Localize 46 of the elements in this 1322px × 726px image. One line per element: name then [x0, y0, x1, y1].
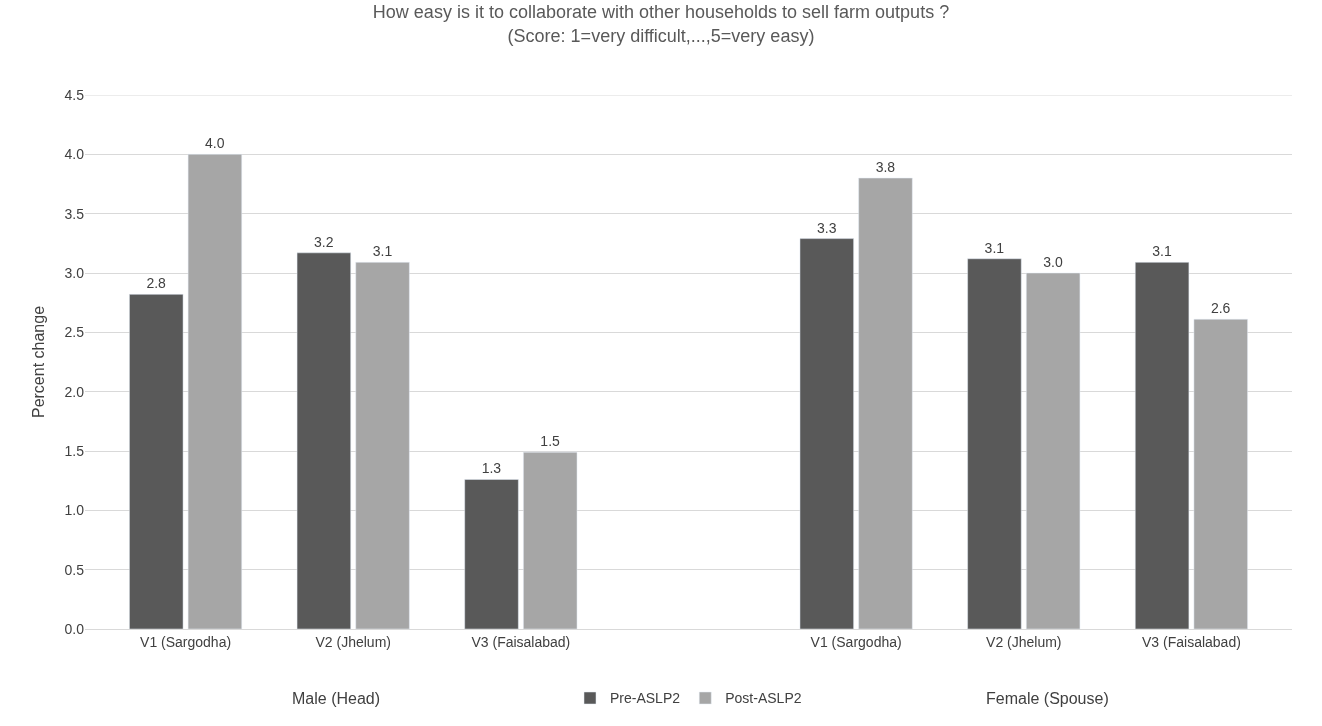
bar [464, 479, 519, 629]
bar [1135, 262, 1190, 629]
chart-title: How easy is it to collaborate with other households to sell farm outputs ? (Score: 1=very difficult,...,5=very easy) [372, 2, 950, 46]
text: 3.5 [64, 205, 84, 222]
bar [523, 451, 578, 629]
x-tick-label: V1 (Sargodha) [810, 633, 902, 650]
data-label: 3.0 [1043, 254, 1063, 270]
data-label: 4.0 [205, 135, 225, 152]
text: 0.0 [64, 620, 84, 637]
x-tick-label: V1 (Sargodha) [140, 633, 232, 650]
bar [355, 262, 410, 629]
bar [187, 154, 242, 629]
bar [967, 258, 1022, 629]
x-tick-label: V2 (Jhelum) [986, 633, 1062, 650]
text: 1.0 [64, 502, 84, 519]
data-label: 1.3 [481, 460, 502, 477]
x-tick-label: V3 (Faisalabad) [1142, 633, 1241, 650]
text: 2.0 [64, 383, 84, 400]
data-label: 3.3 [816, 219, 837, 236]
bar [858, 177, 913, 629]
text: 4.5 [64, 86, 84, 103]
bar [799, 238, 854, 629]
x-tick-label: V3 (Faisalabad) [471, 633, 571, 650]
data-label: 3.8 [875, 159, 896, 176]
text: 2.5 [64, 324, 84, 341]
y-axis-title: Percent change [30, 305, 48, 419]
bar [129, 294, 184, 629]
data-label: 2.8 [146, 275, 167, 292]
text: 3.0 [64, 264, 84, 281]
data-label: 2.6 [1210, 300, 1231, 317]
text: 4.0 [64, 146, 84, 163]
text: Male (Head) [292, 690, 381, 707]
text: 0.5 [64, 561, 84, 578]
bar [1026, 272, 1081, 629]
bar [1193, 319, 1248, 629]
data-label: 3.1 [372, 243, 393, 260]
data-label: 3.1 [1152, 243, 1172, 260]
legend-label: Pre-ASLP2 [610, 690, 681, 707]
data-label: 3.1 [984, 239, 1005, 256]
text: 1.5 [64, 442, 84, 459]
text: Female (Spouse) [986, 690, 1109, 707]
x-tick-label: V2 (Jhelum) [315, 633, 391, 650]
legend-label: Post-ASLP2 [725, 690, 802, 707]
data-label: 3.2 [314, 233, 334, 250]
bar [296, 252, 351, 629]
data-label: 1.5 [540, 433, 561, 450]
